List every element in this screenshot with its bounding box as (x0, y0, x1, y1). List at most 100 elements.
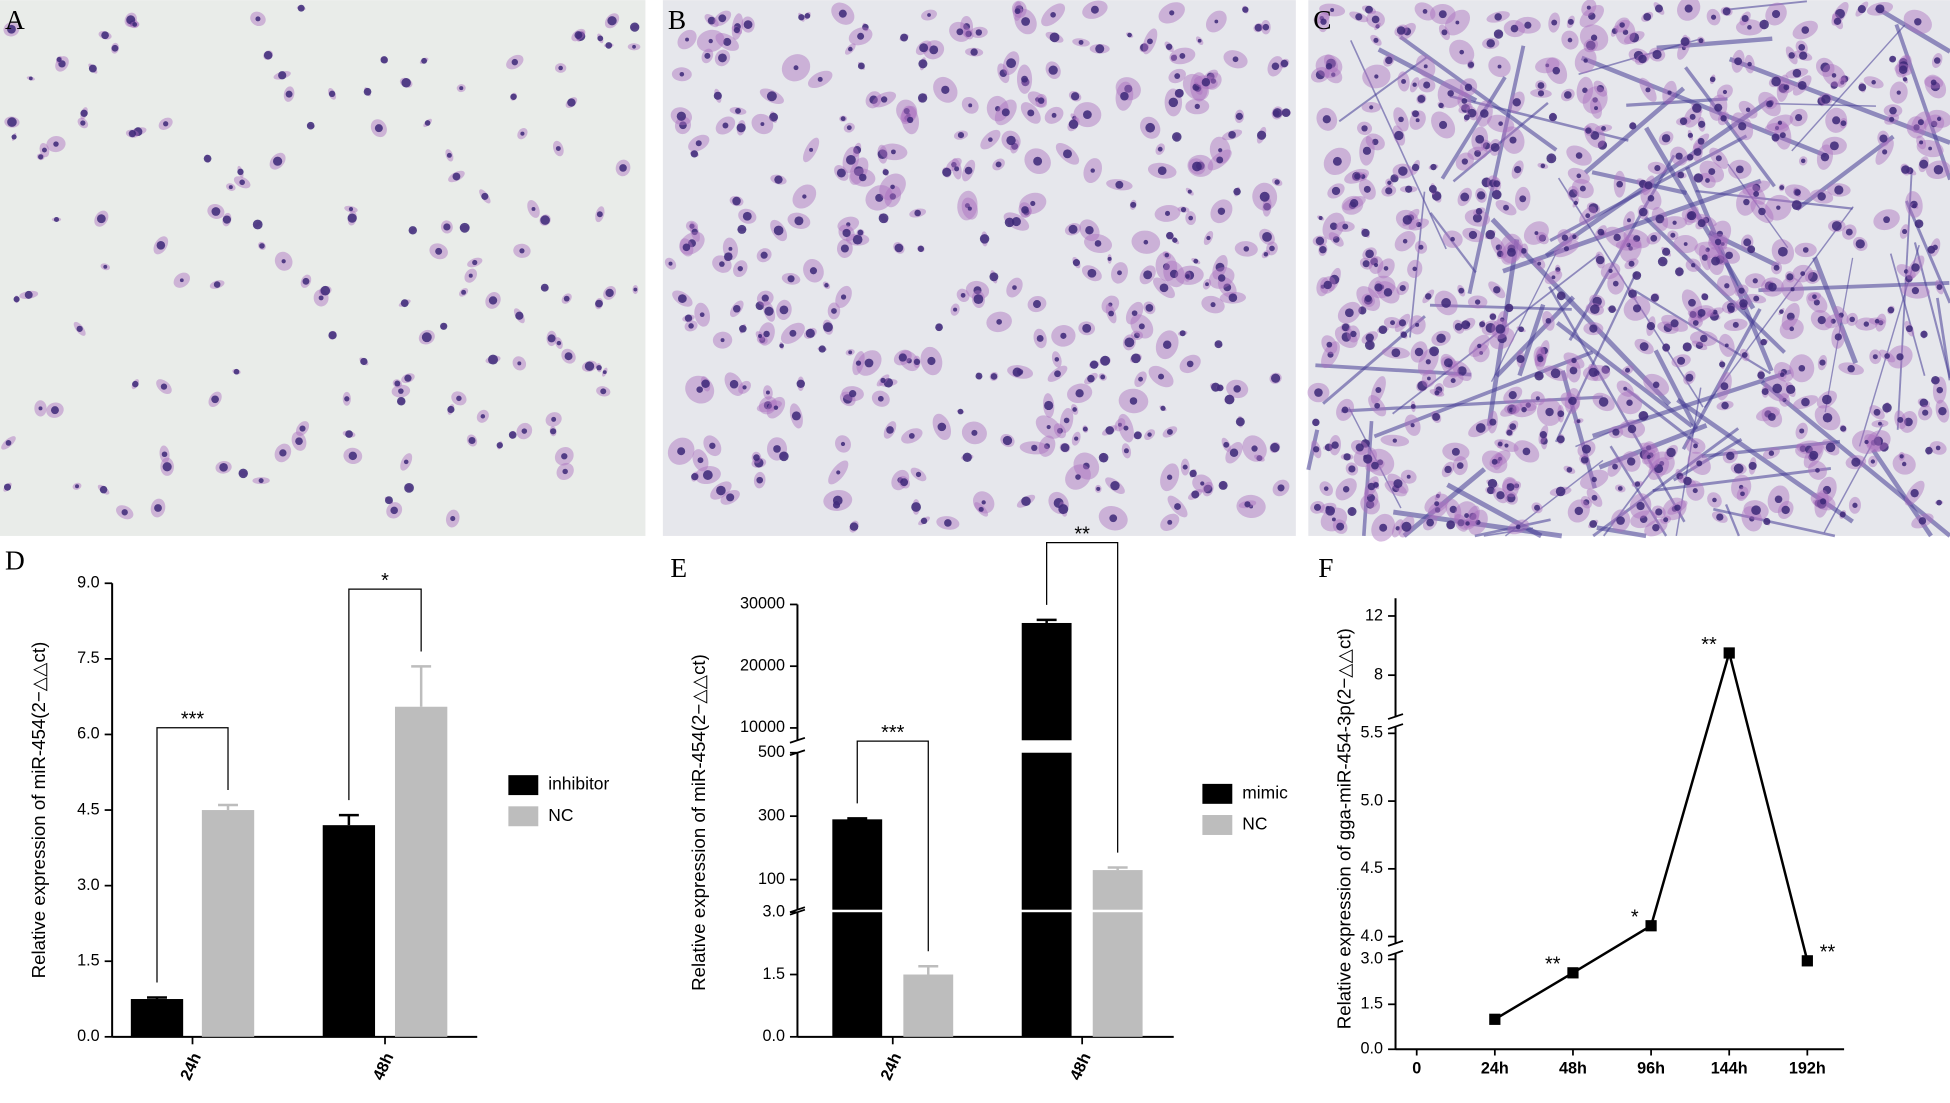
cell-nucleus (1647, 194, 1655, 202)
cell-nucleus (1371, 461, 1379, 470)
cell-nucleus (1098, 452, 1109, 463)
cell-nucleus (1519, 195, 1527, 203)
cell-nucleus (435, 247, 443, 255)
cell-nucleus (1123, 448, 1129, 454)
cell-nucleus (1515, 524, 1521, 530)
cell-nucleus (732, 304, 741, 313)
cell-fiber (1467, 45, 1526, 295)
cell-nucleus (1475, 519, 1481, 525)
cell-fiber (1643, 216, 1786, 354)
cell-nucleus (400, 299, 409, 308)
cell-nucleus (558, 65, 563, 71)
cell-nucleus (1464, 513, 1469, 518)
cell-nucleus (1174, 73, 1181, 79)
cell-nucleus (1782, 397, 1787, 402)
cell-nucleus (1217, 274, 1226, 282)
cell-nucleus (1509, 423, 1517, 430)
cell-nucleus (1228, 131, 1236, 139)
cell-nucleus (941, 85, 950, 94)
cell-nucleus (840, 441, 846, 447)
cell-nucleus (1708, 168, 1716, 176)
cell-nucleus (1889, 116, 1895, 122)
cell-nucleus (688, 323, 694, 329)
cell-nucleus (1400, 331, 1408, 338)
cell-nucleus (1415, 322, 1420, 327)
cell-nucleus (1689, 310, 1697, 318)
cell-nucleus (1514, 166, 1522, 174)
cell-nucleus (875, 193, 884, 202)
cell-nucleus (302, 277, 310, 285)
cell-nucleus (1179, 53, 1186, 59)
cell-nucleus (1090, 5, 1099, 14)
cell-nucleus (1434, 507, 1441, 513)
cell-nucleus (1158, 373, 1165, 380)
x-tick-label: 96h (1637, 1059, 1665, 1077)
cell-nucleus (279, 449, 287, 457)
cell-nucleus (1551, 19, 1558, 26)
cell-nucleus (1001, 108, 1010, 117)
cell-nucleus (1402, 238, 1408, 244)
cell-nucleus (1585, 40, 1596, 51)
y-tick-label: 1.5 (762, 965, 785, 983)
cell-nucleus (1336, 522, 1345, 531)
cell-nucleus (1343, 453, 1351, 461)
cell-nucleus (743, 20, 753, 29)
cell-nucleus (1341, 323, 1350, 332)
cell-fiber (1791, 24, 1906, 152)
cell-nucleus (890, 149, 896, 155)
cell-nucleus (564, 352, 573, 361)
cell-nucleus (1677, 356, 1686, 365)
cell-nucleus (852, 234, 863, 245)
cell-nucleus (132, 380, 139, 388)
cell-nucleus (1075, 389, 1084, 398)
cell-nucleus (1638, 207, 1648, 217)
cell-nucleus (1644, 181, 1653, 190)
cell-nucleus (988, 137, 993, 142)
cell-fiber (1575, 415, 1649, 448)
cell-nucleus (1898, 65, 1908, 74)
cell-nucleus (1829, 141, 1839, 151)
cell-nucleus (886, 426, 894, 434)
cell-nucleus (404, 482, 414, 493)
cell-nucleus (1760, 338, 1767, 346)
cell-nucleus (1383, 288, 1393, 297)
cell-nucleus (1355, 13, 1363, 21)
cell-nucleus (1740, 491, 1745, 497)
cell-nucleus (1165, 210, 1171, 216)
cell-fiber (1409, 191, 1426, 338)
cell-nucleus (900, 33, 909, 42)
cell-fiber (1603, 462, 1659, 537)
cell-nucleus (917, 93, 928, 103)
cell-nucleus (1105, 426, 1115, 435)
cell-nucleus (1498, 121, 1503, 126)
cell-nucleus (1670, 319, 1679, 328)
cell-nucleus (737, 265, 743, 272)
cell-nucleus (7, 24, 16, 34)
cell-nucleus (1085, 226, 1094, 235)
cell-nucleus (1498, 456, 1502, 461)
cell-nucleus (1766, 100, 1773, 108)
cell-fiber (1544, 99, 1769, 258)
cell-nucleus (1540, 346, 1548, 355)
cell-nucleus (1362, 260, 1370, 268)
cell-nucleus (1666, 447, 1676, 458)
cell-nucleus (1458, 287, 1465, 294)
cell-nucleus (1747, 245, 1756, 254)
cell-nucleus (766, 403, 772, 409)
cell-fiber (1681, 308, 1762, 450)
cell-fiber (1449, 94, 1629, 142)
cell-nucleus (1812, 294, 1817, 300)
cell-nucleus (1727, 305, 1735, 313)
cell-nucleus (211, 207, 221, 216)
cell-nucleus (1365, 333, 1374, 342)
y-tick-label: 100 (758, 870, 785, 888)
cell-nucleus (1312, 418, 1320, 427)
cell-nucleus (1060, 443, 1070, 452)
cell-nucleus (1206, 235, 1211, 241)
y-tick-label: 30000 (740, 595, 785, 613)
cell-nucleus (1182, 464, 1188, 470)
cell-nucleus (1936, 386, 1943, 394)
cell-nucleus (1429, 346, 1440, 357)
cell-nucleus (1374, 402, 1381, 409)
cell-nucleus (1851, 457, 1861, 467)
